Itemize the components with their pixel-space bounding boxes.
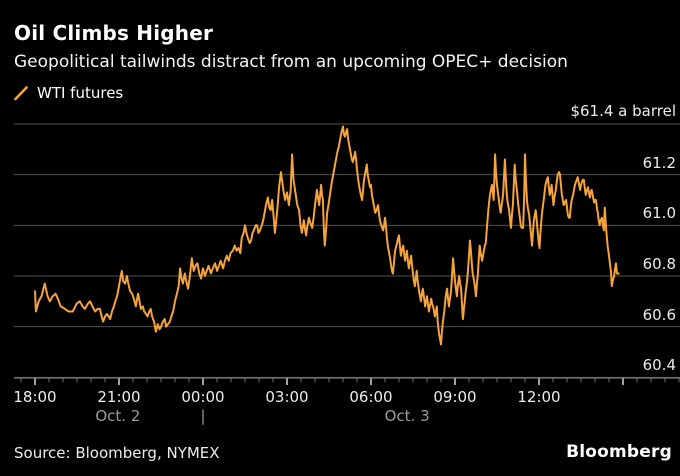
x-tick-label: 00:00 [181, 388, 225, 406]
x-tick-label: 21:00 [97, 388, 141, 406]
y-axis-unit-label: $61.4 a barrel [570, 102, 676, 120]
x-tick-label: 09:00 [433, 388, 477, 406]
legend-label: WTI futures [37, 84, 124, 102]
legend: WTI futures [14, 84, 123, 102]
y-tick-label: 61.0 [642, 204, 676, 223]
x-tick-label: 06:00 [349, 388, 393, 406]
y-tick-label: 61.2 [642, 153, 676, 172]
day-label: Oct. 2 [95, 407, 141, 425]
source-note: Source: Bloomberg, NYMEX [14, 444, 220, 462]
day-label: | [200, 407, 206, 425]
page-title: Oil Climbs Higher [14, 21, 214, 45]
y-tick-label: 60.6 [642, 305, 676, 324]
x-tick-label: 03:00 [265, 388, 309, 406]
bloomberg-logo: Bloomberg [566, 442, 672, 462]
price-line [34, 125, 620, 346]
y-tick-label: 60.4 [642, 356, 676, 375]
chart-subtitle: Geopolitical tailwinds distract from an … [14, 52, 568, 72]
y-tick-label: 60.8 [642, 254, 676, 273]
x-tick-label: 18:00 [13, 388, 57, 406]
x-tick-label: 12:00 [517, 388, 561, 406]
day-label: Oct. 3 [384, 407, 430, 425]
line-series-icon [14, 85, 28, 100]
